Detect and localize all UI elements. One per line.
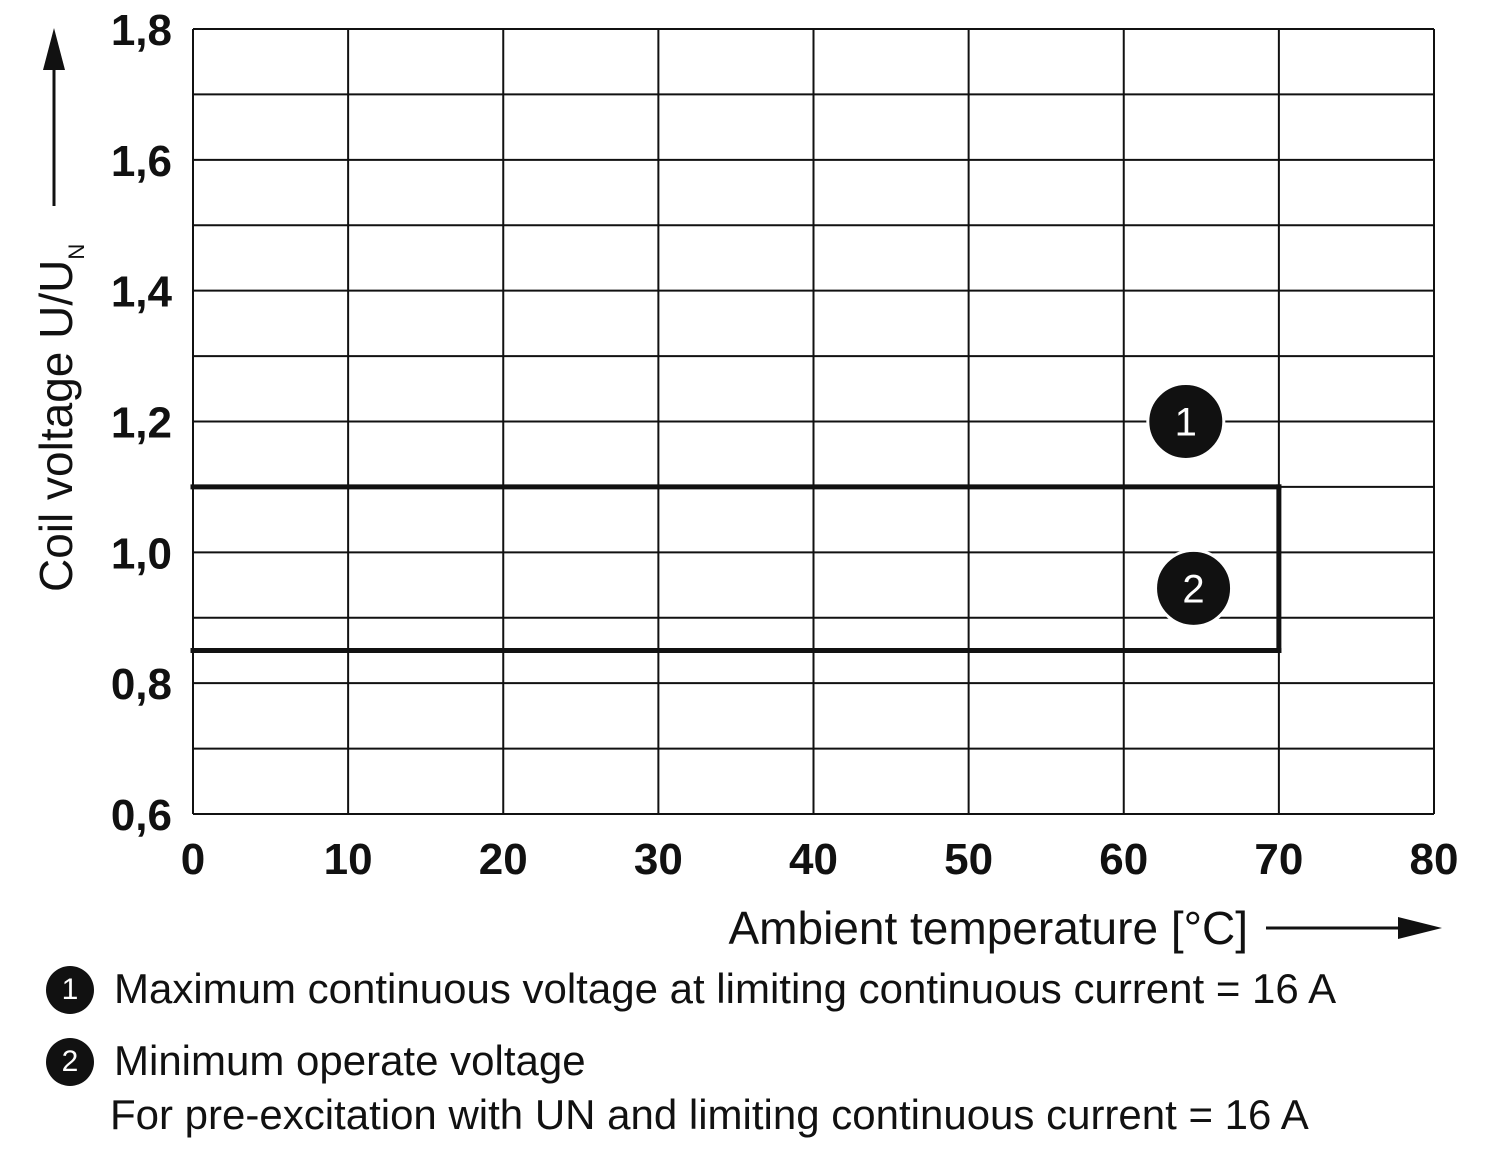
y-tick-label: 1,4 <box>111 268 173 317</box>
marker-circle <box>1154 548 1234 628</box>
y-axis-title-group: Coil voltage U/UN <box>30 28 89 592</box>
x-tick-label: 10 <box>324 835 373 884</box>
legend-item-1: 1 Maximum continuous voltage at limiting… <box>46 962 1486 1016</box>
x-axis-title-group: Ambient temperature [°C] <box>729 902 1442 954</box>
y-tick-label: 0,8 <box>111 660 172 709</box>
x-tick-label: 0 <box>181 835 205 884</box>
x-axis-arrow-icon <box>1398 917 1442 939</box>
chart: 12 0 10 20 30 40 50 60 70 80 0,60,81,01,21,41,61… <box>30 6 1459 954</box>
y-axis-arrow-icon <box>43 28 65 70</box>
y-axis-title: Coil voltage U/UN <box>30 244 89 592</box>
x-tick-label: 70 <box>1254 835 1303 884</box>
grid <box>192 28 1435 815</box>
markers-group: 12 <box>1146 382 1234 628</box>
x-tick-label: 40 <box>789 835 838 884</box>
legend-text-2: Minimum operate voltage <box>114 1037 586 1084</box>
y-tick-labels: 0,6 0,8 1,0 1,2 1,4 1,6 1,8 <box>111 6 173 840</box>
x-tick-label: 30 <box>634 835 683 884</box>
legend: 1 Maximum continuous voltage at limiting… <box>46 962 1486 1142</box>
x-tick-labels: 0 10 20 30 40 50 60 70 80 <box>181 835 1459 884</box>
marker-label: 1 <box>1175 401 1197 445</box>
y-tick-label: 1,8 <box>111 6 172 55</box>
x-tick-label: 80 <box>1410 835 1459 884</box>
legend-badge-2: 2 <box>46 1038 94 1086</box>
legend-badge-1: 1 <box>46 966 94 1014</box>
x-tick-label: 20 <box>479 835 528 884</box>
legend-text-2b: For pre-excitation with UN and limiting … <box>110 1091 1309 1138</box>
marker-1: 1 <box>1146 382 1226 461</box>
series-group <box>190 484 1282 653</box>
y-tick-label: 0,6 <box>111 791 172 840</box>
y-tick-label: 1,2 <box>111 399 172 448</box>
marker-circle <box>1146 382 1226 461</box>
marker-2: 2 <box>1154 548 1234 628</box>
y-tick-label: 1,6 <box>111 137 172 186</box>
y-tick-label: 1,0 <box>111 529 172 578</box>
marker-label: 2 <box>1182 567 1204 611</box>
x-tick-label: 60 <box>1099 835 1148 884</box>
x-axis-title: Ambient temperature [°C] <box>729 902 1249 954</box>
legend-item-2: 2 Minimum operate voltage <box>46 1034 1486 1088</box>
legend-text-1: Maximum continuous voltage at limiting c… <box>114 965 1337 1012</box>
x-tick-label: 50 <box>944 835 993 884</box>
